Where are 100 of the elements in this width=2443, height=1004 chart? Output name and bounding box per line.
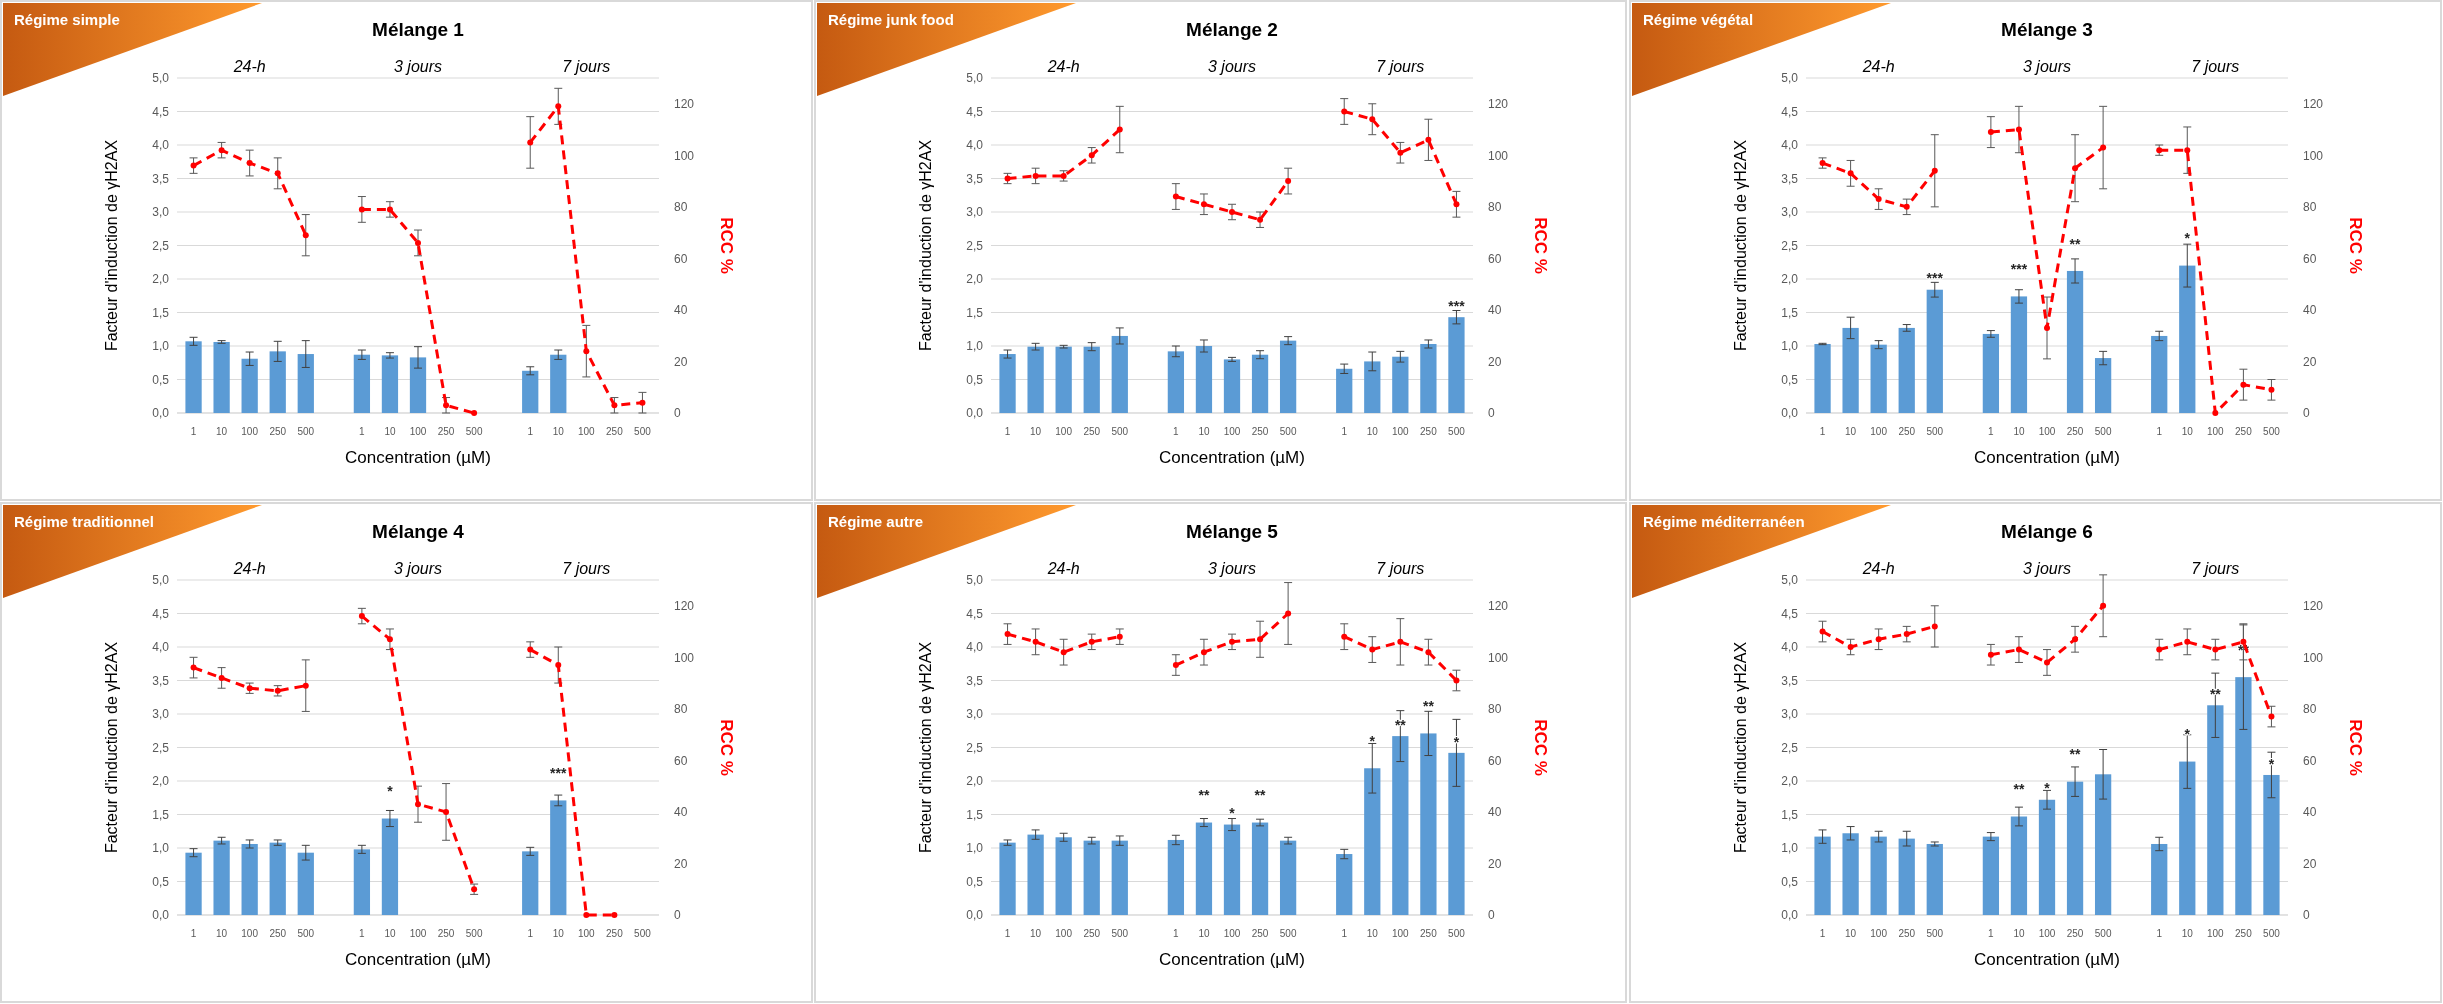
text: 3 jours [393, 58, 443, 75]
x-tick-label: 10 [1198, 928, 1210, 939]
x-tick-label: 10 [552, 426, 565, 437]
y2-tick-label: 20 [1488, 856, 1502, 871]
bar [353, 354, 371, 413]
bar [1898, 327, 1915, 413]
bar [1898, 838, 1915, 915]
y2-axis-title: RCC % [717, 217, 736, 274]
point [2100, 144, 2107, 151]
y-tick-label: 4,5 [1781, 104, 1799, 119]
text: 24-h [232, 560, 266, 577]
y2-tick-label: 120 [2303, 96, 2324, 111]
point [1285, 178, 1292, 185]
y-axis-title: Facteur d'induction de γH2AX [917, 641, 934, 854]
bar [2179, 761, 2196, 915]
bar [1251, 354, 1269, 413]
y-tick-label: 4,0 [966, 640, 984, 655]
y-tick-label: 4,0 [152, 138, 170, 153]
point [415, 239, 421, 246]
x-tick-label: 500 [297, 426, 315, 437]
x-tick-label: 100 [2038, 426, 2056, 437]
bar [1167, 351, 1185, 413]
bar [381, 355, 399, 413]
point [1847, 170, 1854, 177]
point [358, 206, 365, 213]
y2-tick-label: 120 [674, 96, 695, 111]
bar [1055, 837, 1072, 915]
point [1172, 193, 1179, 200]
y-tick-label: 0,5 [966, 874, 984, 889]
point [302, 682, 309, 689]
y-tick-label: 1,0 [152, 841, 170, 856]
data-label: * [1453, 733, 1460, 750]
point [611, 912, 618, 918]
y2-tick-label: 0 [2303, 406, 2310, 421]
data-label: ** [1254, 787, 1267, 804]
chart-subtitle: Régime méditerranéen [1643, 513, 1805, 530]
y-tick-label: 4,0 [966, 138, 984, 153]
y2-tick-label: 80 [1488, 200, 1502, 215]
chart-title: Mélange 5 [1186, 521, 1279, 542]
y-tick-label: 4,0 [1781, 640, 1799, 655]
point [1088, 152, 1095, 159]
bar [1364, 768, 1381, 915]
y2-tick-label: 40 [674, 805, 688, 820]
x-tick-label: 250 [1420, 426, 1438, 437]
text: 7 jours [562, 58, 611, 75]
y2-tick-label: 40 [2303, 805, 2317, 820]
point [2100, 602, 2107, 609]
bar [1982, 333, 2000, 413]
bar [1364, 361, 1381, 413]
x-tick-label: 500 [2263, 928, 2281, 939]
data-label: *** [550, 765, 567, 782]
y2-tick-label: 120 [674, 598, 695, 613]
bar [1336, 368, 1353, 413]
y2-tick-label: 120 [2303, 598, 2324, 613]
bar [1448, 317, 1465, 413]
y-tick-label: 2,5 [1781, 740, 1799, 755]
bar [522, 370, 539, 413]
y-tick-label: 0,5 [152, 874, 170, 889]
point [1369, 646, 1376, 653]
y-tick-label: 0,5 [152, 372, 170, 387]
y-tick-label: 2,0 [966, 774, 984, 789]
y2-tick-label: 60 [674, 251, 688, 266]
bar [1842, 327, 1859, 413]
x-tick-label: 10 [216, 426, 228, 437]
x-tick-label: 10 [1366, 426, 1379, 437]
x-tick-label: 250 [1083, 928, 1101, 939]
x-tick-label: 250 [606, 426, 624, 437]
y-tick-label: 1,5 [1781, 807, 1799, 822]
point [2044, 324, 2050, 331]
y-tick-label: 3,5 [1781, 171, 1799, 186]
point [1088, 638, 1095, 645]
data-label: ** [1422, 698, 1435, 715]
y2-tick-label: 40 [2303, 303, 2317, 318]
y2-tick-label: 100 [674, 650, 695, 665]
y2-tick-label: 20 [2303, 354, 2317, 369]
bar [1111, 335, 1128, 413]
x-tick-label: 250 [2066, 928, 2084, 939]
point [527, 139, 534, 146]
y-tick-label: 3,0 [1781, 707, 1799, 722]
y-tick-label: 3,0 [152, 707, 170, 722]
x-tick-label: 10 [2181, 426, 2194, 437]
point [2015, 126, 2022, 133]
text: 7 jours [2191, 58, 2240, 75]
y-tick-label: 2,0 [152, 774, 170, 789]
bar [2066, 270, 2084, 413]
point [302, 232, 309, 239]
bar [1279, 340, 1297, 413]
y-tick-label: 0,0 [152, 406, 170, 421]
x-tick-label: 250 [1898, 426, 1916, 437]
y2-tick-label: 0 [1488, 908, 1495, 923]
point [1903, 203, 1910, 210]
bar [269, 351, 286, 413]
bar [1195, 822, 1213, 915]
point [1369, 116, 1376, 123]
x-tick-label: 250 [1898, 928, 1916, 939]
point [218, 147, 225, 154]
point [2240, 381, 2247, 388]
bar [213, 840, 230, 915]
y-tick-label: 5,0 [152, 573, 170, 588]
x-tick-label: 100 [1870, 928, 1888, 939]
